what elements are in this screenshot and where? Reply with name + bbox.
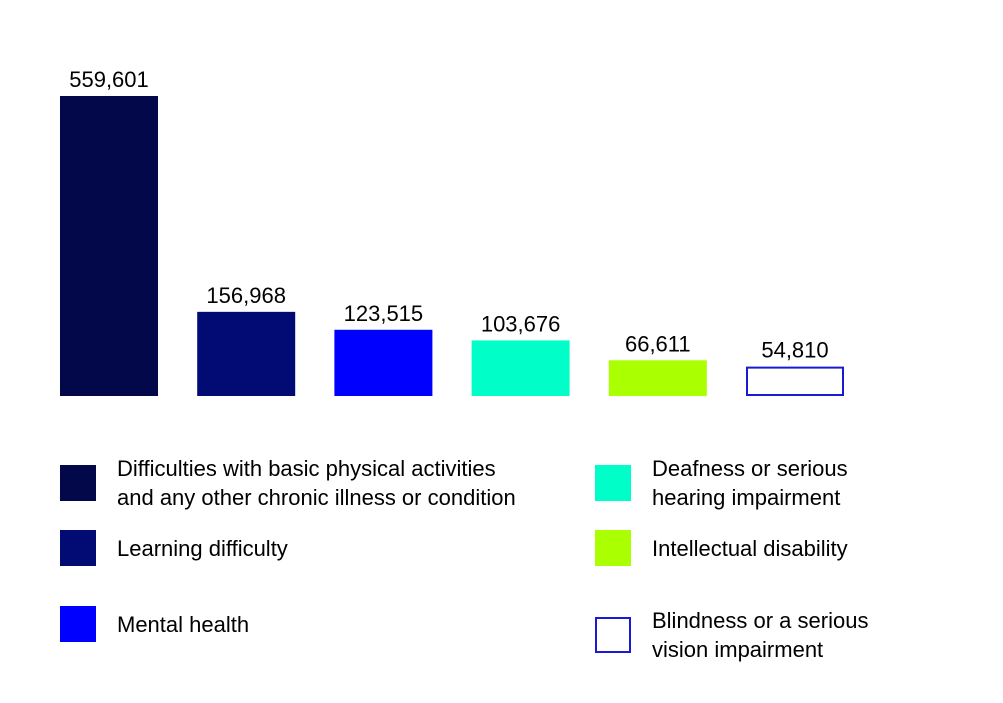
bar-physical [60, 96, 158, 396]
bar-mental-health [334, 329, 433, 396]
value-label-mental-health: 123,515 [344, 301, 424, 326]
bar-blindness [746, 366, 844, 397]
value-label-intellectual: 66,611 [625, 331, 691, 356]
value-label-deafness: 103,676 [481, 311, 561, 336]
value-label-blindness: 54,810 [761, 338, 828, 363]
value-label-physical: 559,601 [69, 67, 149, 92]
value-label-learning: 156,968 [206, 283, 286, 308]
bar-learning [197, 311, 296, 396]
bar-intellectual [608, 360, 707, 396]
bar-deafness [471, 340, 570, 396]
